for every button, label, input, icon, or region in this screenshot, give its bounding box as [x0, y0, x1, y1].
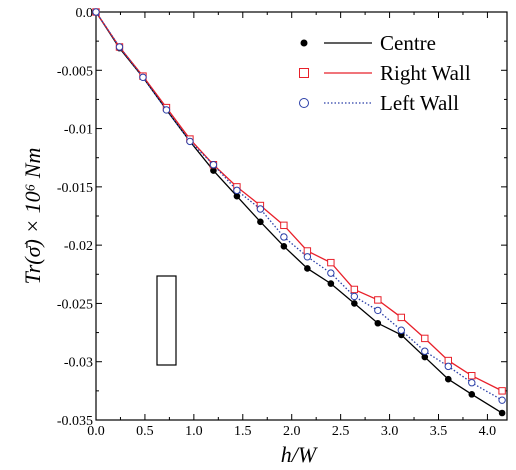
y-tick-label: -0.02	[64, 239, 93, 254]
y-tick-label: -0.01	[64, 123, 93, 138]
y-tick-label: -0.035	[57, 414, 93, 429]
x-tick-label: 3.0	[381, 424, 399, 439]
x-tick-label: 4.0	[479, 424, 497, 439]
x-tick-label: 0.0	[87, 424, 105, 439]
data-point	[139, 73, 147, 81]
inset-rectangle	[156, 275, 177, 366]
x-tick-label: 1.5	[234, 424, 252, 439]
y-tick-label: -0.015	[57, 181, 93, 196]
axes: 0.0 0.5 1.0 1.5 2.0 2.5 3.0 3.5 4.0 0.0 -0.005 -0.0…	[57, 6, 508, 439]
series-left-wall	[92, 8, 506, 404]
axis-titles: h/W Tr(σ̄) × 10⁶ Nm	[20, 148, 318, 467]
data-point	[280, 243, 288, 250]
legend: Centre Right Wall Left Wall	[299, 31, 471, 115]
data-point	[421, 347, 429, 355]
y-axis-title: Tr(σ̄) × 10⁶ Nm	[20, 148, 45, 285]
data-point	[468, 378, 476, 387]
x-axis-title: h/W	[281, 442, 318, 467]
data-point	[209, 161, 218, 169]
legend-label: Centre	[380, 31, 436, 55]
data-point	[468, 391, 476, 398]
x-tick-label: 2.5	[332, 424, 350, 439]
data-point	[303, 253, 312, 261]
data-point	[444, 362, 452, 371]
x-tick-label: 3.5	[430, 424, 448, 439]
data-point	[374, 296, 382, 304]
data-point	[350, 292, 359, 301]
data-point	[444, 375, 452, 383]
data-point	[468, 372, 476, 380]
x-tick-label: 2.0	[283, 424, 301, 439]
data-point	[374, 306, 382, 315]
data-point	[256, 205, 265, 213]
series-group	[92, 8, 506, 417]
data-point	[280, 221, 288, 230]
series-line	[95, 11, 503, 392]
data-point	[92, 8, 100, 16]
data-point	[280, 233, 288, 241]
data-point	[350, 285, 359, 294]
data-point	[421, 334, 429, 343]
legend-marker	[299, 98, 309, 108]
data-point	[186, 137, 194, 146]
data-point	[351, 300, 358, 307]
y-tick-label: -0.025	[57, 297, 93, 312]
data-point	[327, 269, 335, 277]
data-point	[233, 186, 241, 195]
data-point	[257, 218, 264, 226]
data-point	[397, 326, 406, 334]
data-point	[115, 43, 124, 51]
series-line	[95, 11, 503, 401]
legend-marker	[299, 68, 309, 78]
series-centre	[92, 8, 506, 417]
data-point	[421, 353, 429, 361]
data-point	[374, 319, 382, 327]
data-point	[304, 265, 311, 272]
legend-item: Left Wall	[299, 91, 459, 115]
legend-item: Centre	[300, 31, 436, 55]
legend-item: Right Wall	[299, 61, 471, 85]
data-point	[233, 192, 241, 200]
legend-label: Left Wall	[380, 91, 459, 115]
data-point	[498, 409, 506, 417]
data-point	[498, 396, 506, 404]
y-tick-label: -0.03	[64, 356, 93, 371]
y-tick-label: -0.005	[57, 64, 93, 79]
data-point	[327, 280, 335, 287]
x-tick-label: 0.5	[136, 424, 154, 439]
data-point	[498, 387, 506, 395]
series-line	[95, 11, 503, 414]
x-tick-label: 1.0	[185, 424, 203, 439]
legend-marker	[300, 39, 308, 47]
legend-label: Right Wall	[380, 61, 471, 85]
inset-box	[156, 275, 177, 366]
y-tick-label: 0.0	[76, 6, 94, 21]
data-point	[162, 106, 171, 114]
data-point	[210, 167, 217, 174]
data-point	[397, 313, 406, 322]
data-point	[327, 258, 335, 267]
